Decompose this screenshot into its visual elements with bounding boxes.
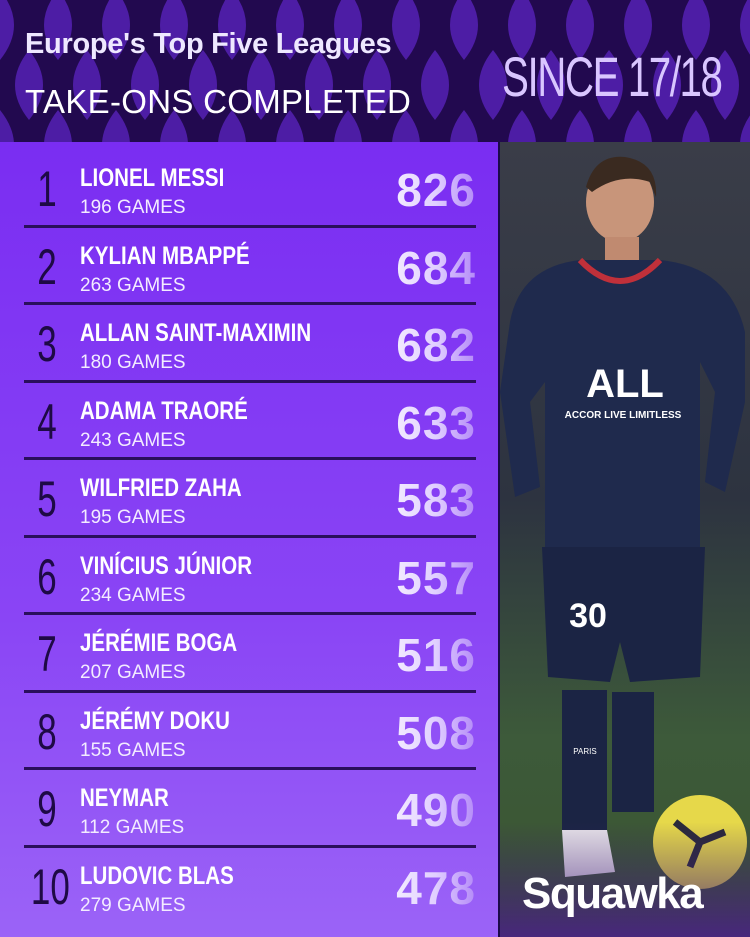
- rank-number: 7: [37, 626, 57, 682]
- ranking-row: 9 NEYMAR 112 GAMES 490: [24, 770, 476, 848]
- player-name: ADAMA TRAORÉ: [80, 396, 248, 425]
- row-divider: [24, 457, 476, 460]
- take-ons-value: 826: [396, 164, 476, 216]
- sponsor-text: ACCOR LIVE LIMITLESS: [565, 410, 682, 421]
- rank-number: 5: [37, 471, 57, 527]
- take-ons-value: 583: [396, 474, 476, 526]
- player-name: VINÍCIUS JÚNIOR: [80, 551, 253, 580]
- games-count: 279 GAMES: [80, 894, 186, 916]
- games-count: 155 GAMES: [80, 739, 186, 761]
- rank-number: 4: [37, 393, 57, 450]
- row-divider: [24, 379, 476, 383]
- ranking-row: 10 LUDOVIC BLAS 279 GAMES 478: [24, 848, 476, 926]
- player-name: NEYMAR: [80, 784, 169, 812]
- player-name: JÉRÉMY DOKU: [80, 706, 230, 735]
- ranking-row: 8 JÉRÉMY DOKU 155 GAMES 508: [24, 693, 476, 770]
- take-ons-value: 516: [396, 629, 476, 681]
- take-ons-value: 633: [396, 396, 476, 449]
- sock-text: PARIS: [573, 747, 596, 756]
- player-figure: ALL ACCOR LIVE LIMITLESS 30 PARIS: [500, 156, 745, 877]
- take-ons-value: 508: [396, 706, 476, 759]
- games-count: 180 GAMES: [80, 352, 186, 373]
- rank-number: 9: [37, 781, 57, 837]
- player-name: ALLAN SAINT-MAXIMIN: [80, 319, 312, 347]
- rank-number: 2: [37, 238, 57, 295]
- subtitle: TAKE-ONS COMPLETED: [25, 83, 412, 120]
- games-count: 263 GAMES: [80, 274, 186, 296]
- title: Europe's Top Five Leagues: [25, 28, 392, 60]
- rank-number: 6: [37, 548, 57, 605]
- ranking-row: 1 LIONEL MESSI 196 GAMES 826: [24, 150, 476, 228]
- header-pattern: [0, 0, 750, 142]
- ranking-row: 2 KYLIAN MBAPPÉ 263 GAMES 684: [24, 228, 476, 305]
- take-ons-value: 490: [396, 784, 476, 836]
- row-divider: [24, 534, 476, 538]
- header: Europe's Top Five Leagues TAKE-ONS COMPL…: [0, 0, 750, 142]
- player-name: JÉRÉMIE BOGA: [80, 629, 238, 657]
- rank-number: 1: [37, 161, 57, 217]
- rank-number: 10: [30, 858, 70, 915]
- games-count: 195 GAMES: [80, 507, 186, 528]
- player-name: WILFRIED ZAHA: [80, 474, 242, 502]
- row-divider: [24, 767, 476, 770]
- take-ons-value: 557: [396, 551, 476, 604]
- ranking-row: 7 JÉRÉMIE BOGA 207 GAMES 516: [24, 615, 476, 693]
- ranking-row: 4 ADAMA TRAORÉ 243 GAMES 633: [24, 383, 476, 460]
- row-divider: [24, 612, 476, 615]
- player-photo: ALL ACCOR LIVE LIMITLESS 30 PARIS: [500, 142, 750, 937]
- squawka-logo: Squawka: [522, 869, 704, 918]
- ranking-row: 5 WILFRIED ZAHA 195 GAMES 583: [24, 460, 476, 538]
- take-ons-value: 682: [396, 319, 476, 371]
- ranking-row: 3 ALLAN SAINT-MAXIMIN 180 GAMES 682: [24, 305, 476, 383]
- kit-text: ALL: [586, 362, 664, 406]
- period-label: SINCE 17/18: [502, 45, 723, 108]
- row-divider: [24, 689, 476, 693]
- games-count: 234 GAMES: [80, 584, 186, 606]
- row-divider: [24, 302, 476, 305]
- ranking-list: 1 LIONEL MESSI 196 GAMES 826 2 KYLIAN MBA…: [0, 142, 498, 937]
- shirt-number: 30: [569, 597, 607, 635]
- take-ons-value: 684: [396, 241, 476, 294]
- player-name: LUDOVIC BLAS: [80, 861, 234, 890]
- ranking-row: 6 VINÍCIUS JÚNIOR 234 GAMES 557: [24, 538, 476, 615]
- games-count: 196 GAMES: [80, 197, 186, 218]
- games-count: 243 GAMES: [80, 429, 186, 451]
- player-name: LIONEL MESSI: [80, 164, 225, 192]
- rank-number: 8: [37, 703, 57, 760]
- take-ons-value: 478: [396, 861, 476, 914]
- row-divider: [24, 224, 476, 228]
- row-divider: [24, 844, 476, 848]
- rank-number: 3: [37, 316, 57, 372]
- games-count: 112 GAMES: [80, 817, 185, 838]
- player-name: KYLIAN MBAPPÉ: [80, 241, 250, 270]
- games-count: 207 GAMES: [80, 662, 186, 683]
